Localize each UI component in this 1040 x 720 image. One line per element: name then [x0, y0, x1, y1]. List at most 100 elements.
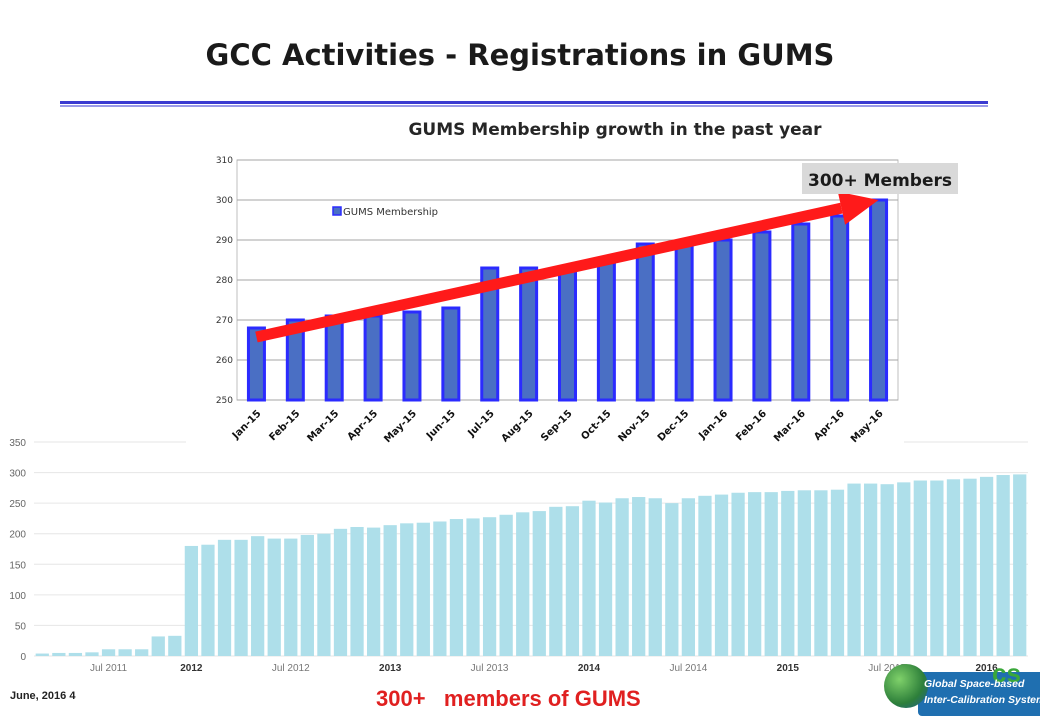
bottom-bar: [499, 514, 513, 656]
bottom-bar: [317, 533, 331, 656]
bottom-bar: [863, 483, 878, 656]
bottom-bar: [284, 538, 298, 656]
top-bar: [558, 266, 577, 402]
bottom-x-tick-label: Jul 2011: [90, 663, 128, 674]
top-bar: [246, 326, 266, 402]
top-bar: [635, 242, 655, 402]
trend-arrow-shaft: [255, 202, 843, 343]
bottom-bar: [946, 479, 961, 656]
bottom-bar: [267, 538, 281, 656]
bottom-bar: [632, 497, 646, 656]
top-y-tick-label: 310: [216, 156, 233, 166]
bottom-bar: [897, 482, 911, 656]
bottom-y-tick-label: 100: [9, 591, 26, 602]
bottom-bar: [383, 525, 397, 656]
bottom-bar: [135, 649, 149, 656]
footer-date: June, 2016 4: [10, 690, 76, 702]
bottom-x-tick-label: Jul 2014: [669, 663, 707, 674]
trend-arrow-head: [837, 191, 879, 225]
bottom-x-tick-label: 2016: [975, 663, 998, 674]
bottom-bar: [516, 512, 530, 656]
bottom-y-tick-label: 350: [9, 438, 26, 449]
bottom-x-tick-label: 2015: [777, 663, 800, 674]
bottom-bar: [598, 502, 613, 656]
bottom-bar: [68, 652, 83, 656]
top-bar: [285, 318, 305, 402]
callout-text: 300+ Members: [808, 171, 952, 191]
bottom-bar: [85, 652, 99, 656]
logo-letters: cs: [992, 658, 1021, 688]
top-y-tick-label: 300: [216, 196, 233, 206]
top-bar: [324, 314, 344, 402]
bottom-bar: [532, 511, 546, 656]
bottom-y-tick-label: 50: [15, 621, 27, 632]
footer-members: 300+ members of GUMS: [376, 686, 641, 712]
bottom-bar: [830, 489, 845, 656]
top-bar: [519, 266, 539, 402]
bottom-bar: [781, 490, 795, 656]
bottom-bar: [350, 526, 364, 656]
top-bar: [363, 314, 383, 402]
top-bar: [402, 310, 422, 402]
bottom-bar: [101, 649, 116, 656]
bottom-bar: [217, 539, 232, 656]
bottom-bar: [681, 498, 696, 656]
bottom-bar: [234, 539, 248, 656]
top-bar: [480, 266, 500, 402]
bottom-bar: [748, 492, 762, 656]
bottom-bar: [615, 498, 629, 656]
bottom-x-tick-label: Jul 2012: [272, 663, 310, 674]
bottom-bar: [333, 528, 348, 656]
bottom-bar: [201, 544, 215, 656]
bottom-bar: [366, 527, 381, 656]
bottom-bar: [930, 480, 944, 656]
top-bar: [674, 242, 694, 402]
bottom-bar: [482, 517, 497, 656]
bottom-bar: [847, 483, 861, 656]
globe-icon: [884, 664, 928, 708]
chart-title: GUMS Membership growth in the past year: [408, 120, 822, 140]
bottom-y-tick-label: 300: [9, 469, 26, 480]
bottom-y-tick-label: 0: [20, 652, 26, 663]
footer-members-text: members of GUMS: [443, 686, 641, 711]
callout-box: [802, 163, 958, 194]
bottom-bar: [300, 534, 314, 656]
top-bar: [791, 222, 811, 402]
footer-members-count: 300+: [376, 686, 426, 711]
bottom-bar: [648, 498, 662, 656]
top-y-tick-label: 250: [216, 396, 233, 406]
logo-band: [918, 672, 1040, 716]
top-bar: [596, 258, 616, 402]
bottom-bar: [979, 476, 994, 656]
bottom-bar: [400, 523, 414, 656]
top-y-tick-label: 290: [216, 236, 233, 246]
bottom-y-tick-label: 250: [9, 499, 26, 510]
bottom-bar: [433, 521, 447, 656]
bottom-x-tick-label: 2014: [578, 663, 601, 674]
bottom-x-tick-label: 2013: [379, 663, 402, 674]
top-bar: [713, 238, 733, 402]
bottom-bar: [184, 545, 199, 656]
bottom-x-tick-label: Jul 2013: [471, 663, 509, 674]
bottom-bar: [416, 522, 430, 656]
bottom-bar: [52, 652, 66, 656]
top-bar: [869, 198, 889, 402]
bottom-bar: [118, 649, 132, 656]
bottom-bar: [996, 475, 1010, 656]
gsics-logo: cs Global Space-based Inter-Calibration …: [880, 658, 1040, 720]
bottom-bar: [565, 506, 580, 656]
top-bar: [441, 306, 461, 402]
bottom-bar: [714, 494, 729, 656]
bottom-x-tick-label: Jul 2015: [868, 663, 906, 674]
bottom-bar: [731, 492, 745, 656]
bottom-bar: [814, 490, 828, 656]
bottom-bar: [764, 492, 778, 656]
top-bar: [752, 230, 772, 402]
bottom-bar: [1013, 474, 1027, 656]
bottom-bar: [797, 490, 811, 656]
bottom-bar: [582, 500, 596, 656]
legend-label: GUMS Membership: [343, 207, 438, 218]
bottom-bar: [698, 495, 712, 656]
bottom-bar: [665, 503, 679, 656]
